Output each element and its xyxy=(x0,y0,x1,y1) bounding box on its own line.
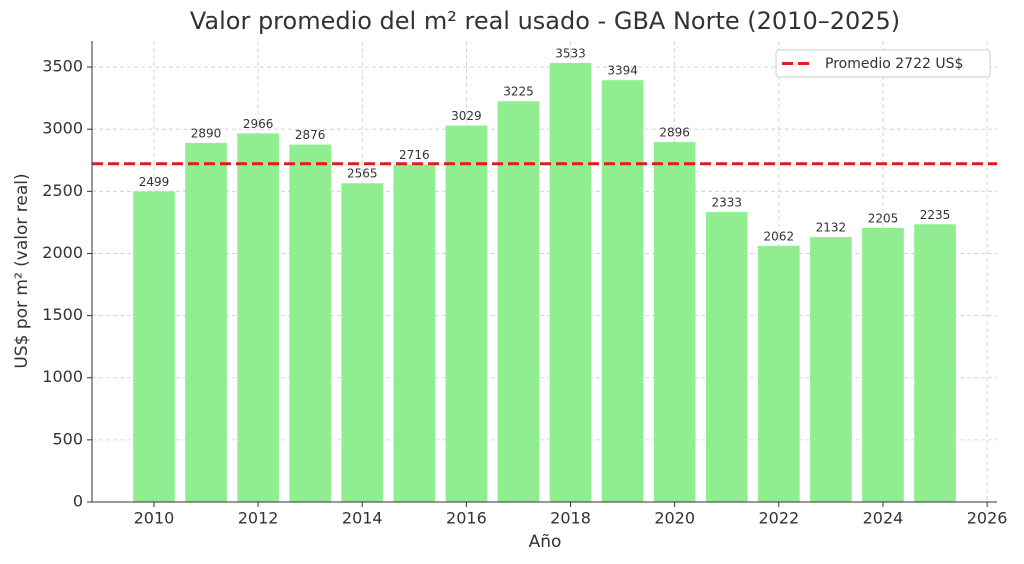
x-tick-label: 2010 xyxy=(134,509,175,528)
data-label: 2333 xyxy=(711,196,742,210)
bar xyxy=(445,125,488,502)
y-tick-label: 1000 xyxy=(42,367,83,386)
data-label: 2499 xyxy=(139,175,170,189)
bar xyxy=(237,133,279,502)
legend-box xyxy=(775,49,991,78)
y-tick-label: 3000 xyxy=(42,119,83,138)
data-label: 3225 xyxy=(503,85,534,99)
y-axis-label: US$ por m² (valor real) xyxy=(12,173,32,368)
data-label: 2716 xyxy=(399,148,430,162)
bar xyxy=(393,164,436,502)
bar xyxy=(185,142,227,502)
y-tick-label: 1500 xyxy=(42,305,83,324)
data-label: 2890 xyxy=(191,126,222,140)
data-label: 3394 xyxy=(607,64,638,78)
data-label: 2132 xyxy=(816,221,847,235)
x-axis-label: Año xyxy=(529,532,562,552)
data-label: 2966 xyxy=(243,117,274,131)
bar xyxy=(705,212,748,502)
x-tick-label: 2022 xyxy=(758,509,799,528)
x-tick-label: 2014 xyxy=(342,509,383,528)
data-label: 2876 xyxy=(295,128,326,142)
bar xyxy=(757,245,800,502)
y-tick-label: 2500 xyxy=(42,181,83,200)
bar xyxy=(810,237,852,502)
y-tick-label: 2000 xyxy=(42,243,83,262)
bar xyxy=(341,183,384,502)
data-label: 3533 xyxy=(555,46,586,60)
bar xyxy=(653,142,696,503)
chart-title: Valor promedio del m² real usado - GBA N… xyxy=(190,7,900,35)
x-tick-label: 2012 xyxy=(238,509,279,528)
bar xyxy=(549,62,592,502)
legend-label: Promedio 2722 US$ xyxy=(825,56,963,72)
bar xyxy=(133,191,175,502)
data-label: 3029 xyxy=(451,109,482,123)
bar xyxy=(289,144,332,502)
bar xyxy=(914,224,956,502)
data-label: 2062 xyxy=(764,229,795,243)
x-tick-label: 2026 xyxy=(967,509,1008,528)
y-tick-label: 3500 xyxy=(42,57,83,76)
x-tick-label: 2016 xyxy=(446,509,487,528)
data-label: 2205 xyxy=(868,211,899,225)
bar xyxy=(862,227,904,502)
data-label: 2235 xyxy=(920,208,951,222)
y-tick-label: 0 xyxy=(73,492,83,511)
data-label: 2896 xyxy=(659,126,690,140)
x-tick-label: 2018 xyxy=(550,509,591,528)
bar xyxy=(601,80,644,502)
bar xyxy=(497,101,540,502)
x-tick-label: 2020 xyxy=(654,509,695,528)
y-tick-label: 500 xyxy=(52,429,83,448)
x-tick-label: 2024 xyxy=(863,509,904,528)
data-label: 2565 xyxy=(347,167,378,181)
